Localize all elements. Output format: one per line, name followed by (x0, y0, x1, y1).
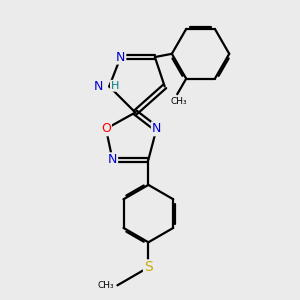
Text: O: O (101, 122, 111, 135)
Text: CH₃: CH₃ (170, 98, 187, 106)
Text: N: N (116, 51, 125, 64)
Text: N: N (152, 122, 161, 135)
Text: S: S (144, 260, 153, 274)
Text: H: H (111, 81, 119, 91)
Text: CH₃: CH₃ (98, 281, 114, 290)
Text: N: N (94, 80, 104, 93)
Text: N: N (108, 153, 117, 166)
